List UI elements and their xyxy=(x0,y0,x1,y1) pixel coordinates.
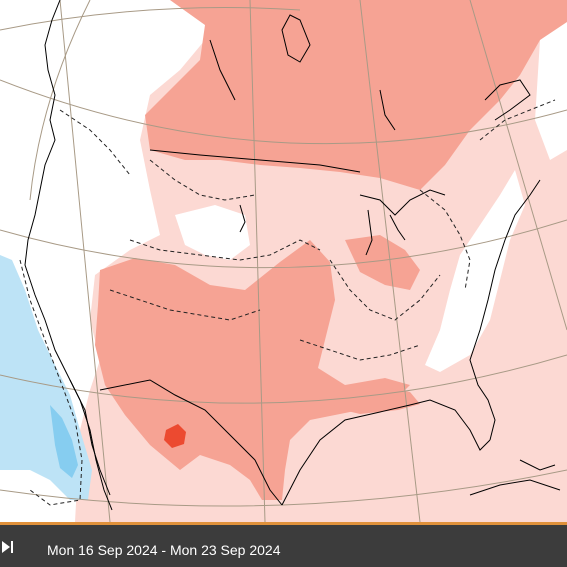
coastlines xyxy=(24,0,561,511)
normal-region-ne-canada xyxy=(535,20,567,160)
anomaly-map-svg xyxy=(0,0,567,522)
normal-region-east-coast xyxy=(425,170,525,372)
warm-anomaly-gulf xyxy=(330,386,420,414)
dashed-contours xyxy=(19,99,556,506)
normal-region-plains xyxy=(175,205,250,260)
timeline-bar: Mon 16 Sep 2024 - Mon 23 Sep 2024 xyxy=(0,525,567,567)
cool-anomaly-pacific-core xyxy=(50,405,78,478)
timeline-accent-bar xyxy=(0,522,567,525)
skip-forward-icon[interactable] xyxy=(0,539,16,555)
warm-anomaly-strong-spot xyxy=(164,424,186,448)
warm-anomaly-midwest xyxy=(345,235,420,290)
warm-anomaly-canada xyxy=(145,0,567,190)
date-range-label: Mon 16 Sep 2024 - Mon 23 Sep 2024 xyxy=(47,542,281,558)
forecast-map xyxy=(0,0,567,522)
